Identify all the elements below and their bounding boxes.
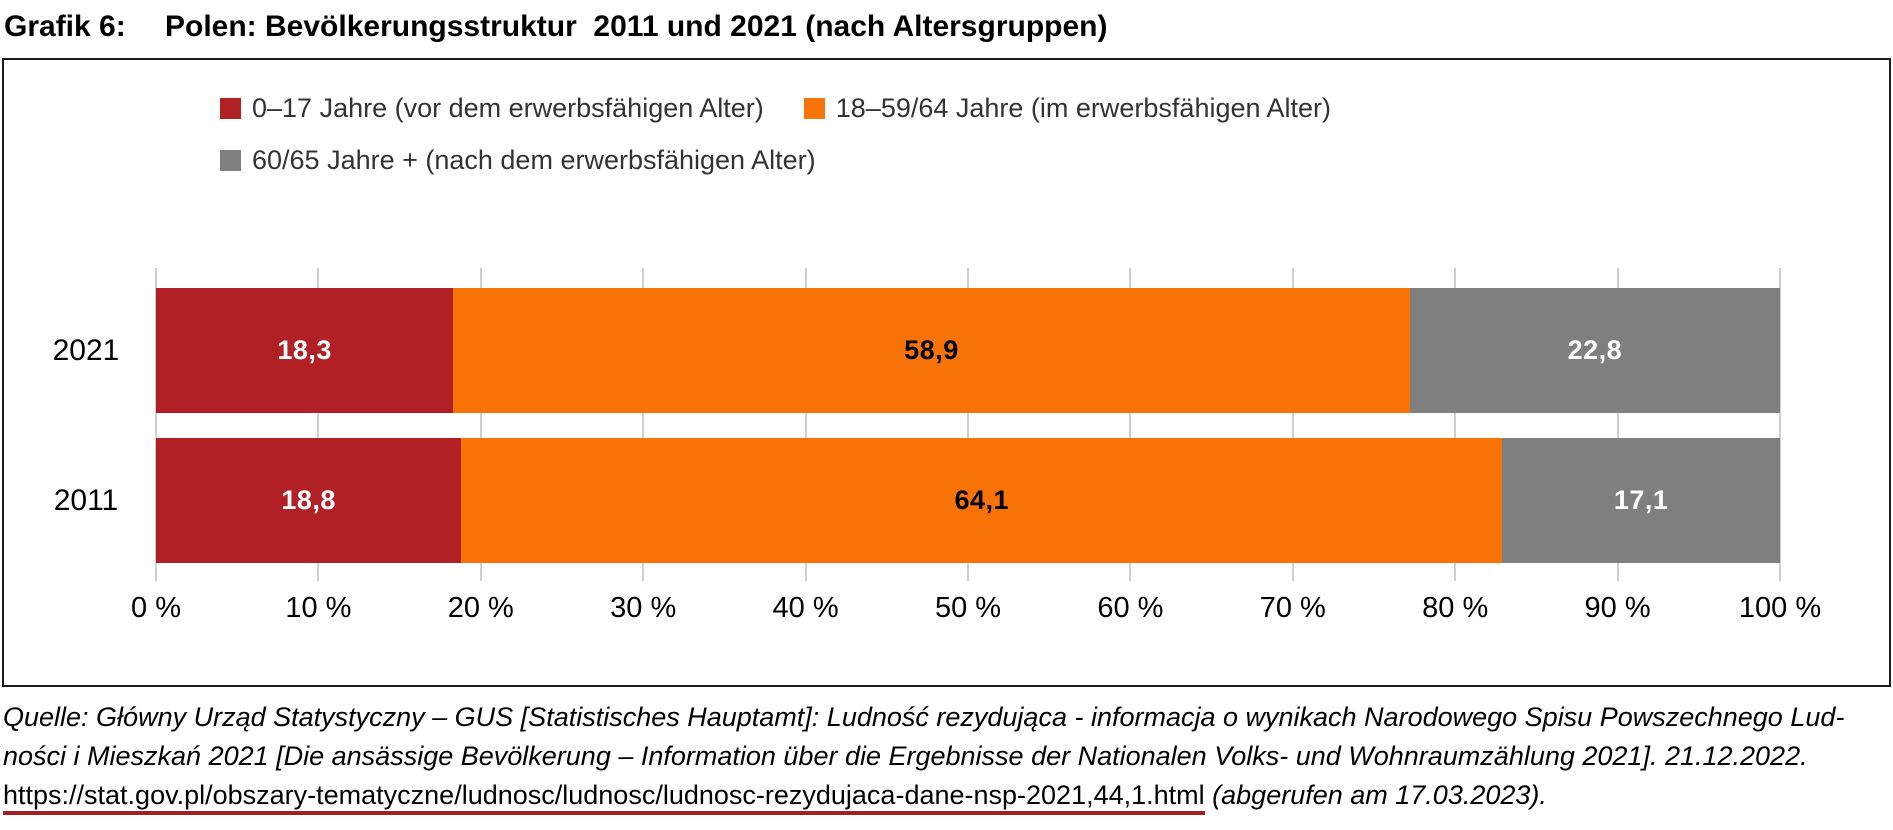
legend-item: 18–59/64 Jahre (im erwerbsfähigen Alter): [803, 93, 1332, 124]
source-line-2: ności i Mieszkań 2021 [Die ansässige Bev…: [3, 741, 1808, 771]
legend-item: 0–17 Jahre (vor dem erwerbsfähigen Alter…: [220, 93, 764, 124]
legend-label: 18–59/64 Jahre (im erwerbsfähigen Alter): [835, 93, 1332, 123]
bar-value-label: 58,9: [904, 335, 959, 365]
gridline: [1779, 268, 1781, 581]
x-axis-tick-label: 70 %: [1259, 592, 1326, 624]
bar-value-label: 17,1: [1613, 485, 1669, 515]
source-accessed-date: (abgerufen am 17.03.2023).: [1204, 780, 1547, 810]
bar-value-label: 18,8: [281, 485, 336, 515]
bar-value-label: 18,3: [277, 335, 332, 365]
bar-row-2021: 18,3 58,9 22,8: [156, 288, 1780, 413]
legend-label: 0–17 Jahre (vor dem erwerbsfähigen Alter…: [252, 93, 764, 123]
bar-segment: 18,8: [156, 438, 462, 563]
legend: 0–17 Jahre (vor dem erwerbsfähigen Alter…: [220, 93, 1331, 176]
legend-item: 60/65 Jahre + (nach dem erwerbsfähigen A…: [220, 145, 816, 176]
bar-segment: 18,3: [156, 288, 454, 413]
source-link[interactable]: https://stat.gov.pl/obszary-tematyczne/l…: [3, 780, 1205, 815]
bar-value-label: 64,1: [954, 485, 1010, 515]
chart-title-row: Grafik 6: Polen: Bevölkerungsstruktur 20…: [0, 0, 1893, 45]
gridline: [967, 268, 969, 581]
y-category-label: 2011: [53, 484, 119, 517]
bar-segment: 22,8: [1409, 288, 1780, 413]
bar-segment: 58,9: [453, 288, 1410, 413]
gridline: [317, 268, 320, 581]
x-axis-tick-label: 30 %: [610, 592, 677, 624]
y-category-label: 2021: [52, 334, 120, 367]
legend-row: 60/65 Jahre + (nach dem erwerbsfähigen A…: [220, 145, 1331, 176]
x-axis-tick-label: 100 %: [1738, 592, 1822, 624]
page-title: Polen: Bevölkerungsstruktur 2011 und 202…: [165, 10, 1108, 43]
x-axis-tick-label: 20 %: [447, 592, 514, 624]
legend-label: 60/65 Jahre + (nach dem erwerbsfähigen A…: [252, 145, 816, 175]
gridline: [1129, 268, 1132, 581]
gridline: [1454, 268, 1457, 581]
x-axis-tick-label: 60 %: [1097, 592, 1164, 624]
x-axis-tick-label: 50 %: [934, 592, 1002, 624]
source-line-1: Quelle: Główny Urząd Statystyczny – GUS …: [3, 702, 1845, 732]
x-axis-tick-label: 0 %: [131, 592, 181, 624]
bar-value-label: 22,8: [1567, 335, 1623, 365]
bar-segment: 17,1: [1502, 438, 1780, 563]
legend-swatch-icon: [220, 150, 241, 171]
x-axis-tick-label: 80 %: [1422, 592, 1489, 624]
x-axis-tick-label: 10 %: [285, 592, 352, 624]
plot-area: 0 % 10 % 20 % 30 % 40 % 50 % 60 % 70 % 80 % 90 % 1…: [131, 60, 1821, 685]
legend-swatch-icon: [803, 98, 825, 119]
source-line-3: https://stat.gov.pl/obszary-tematyczne/l…: [3, 776, 1891, 815]
gridline: [804, 268, 807, 581]
x-axis-tick-label: 40 %: [772, 592, 839, 624]
bar-segment: 64,1: [461, 438, 1503, 563]
gridline: [1291, 268, 1294, 581]
x-axis-tick-label: 90 %: [1584, 592, 1651, 624]
legend-row: 0–17 Jahre (vor dem erwerbsfähigen Alter…: [220, 93, 1331, 124]
source-note: Quelle: Główny Urząd Statystyczny – GUS …: [3, 698, 1891, 815]
gridline: [479, 268, 482, 581]
figure-number: Grafik 6:: [4, 10, 126, 43]
gridline: [642, 268, 645, 581]
gridline: [1616, 268, 1619, 581]
legend-swatch-icon: [220, 98, 241, 119]
chart-panel: 0–17 Jahre (vor dem erwerbsfähigen Alter…: [2, 58, 1891, 687]
bar-row-2011: 18,8 64,1 17,1: [156, 438, 1780, 563]
gridline: [155, 268, 157, 581]
